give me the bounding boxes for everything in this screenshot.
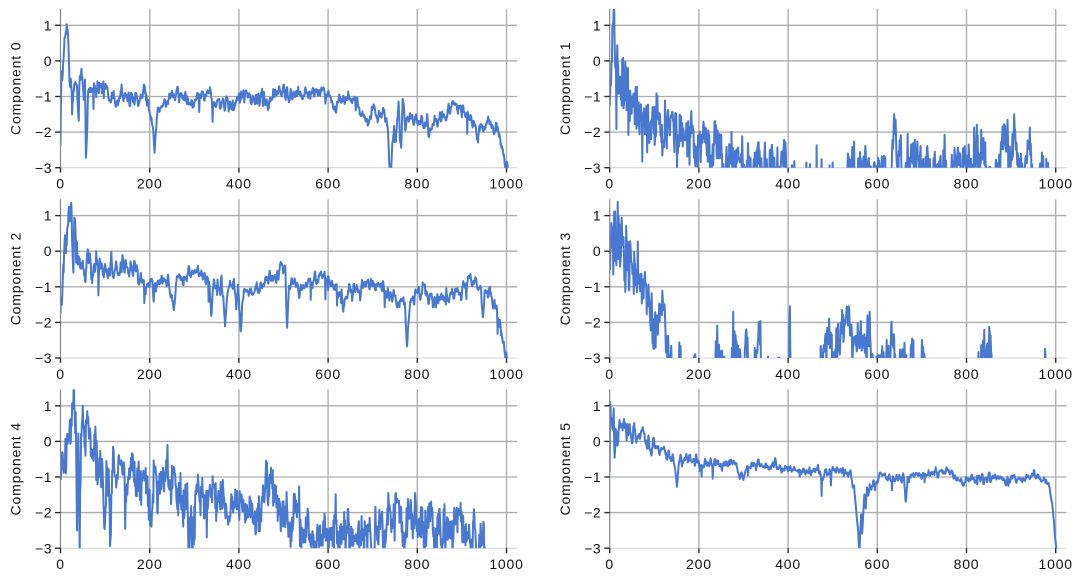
svg-text:1: 1 — [44, 208, 52, 224]
svg-text:Component 3: Component 3 — [557, 232, 573, 325]
svg-text:0: 0 — [593, 243, 601, 259]
svg-text:1000: 1000 — [1039, 366, 1073, 382]
svg-text:0: 0 — [605, 556, 614, 572]
svg-text:800: 800 — [404, 366, 430, 382]
svg-text:−2: −2 — [584, 315, 601, 331]
svg-text:1: 1 — [593, 17, 601, 33]
svg-text:−3: −3 — [584, 540, 601, 556]
svg-text:Component 4: Component 4 — [8, 422, 24, 515]
svg-text:−3: −3 — [35, 350, 52, 366]
svg-text:400: 400 — [775, 556, 801, 572]
svg-text:400: 400 — [775, 176, 801, 192]
svg-text:1: 1 — [593, 208, 601, 224]
svg-text:800: 800 — [404, 176, 430, 192]
svg-text:−1: −1 — [584, 279, 601, 295]
svg-text:800: 800 — [404, 556, 430, 572]
svg-text:Component 2: Component 2 — [8, 232, 24, 325]
svg-text:0: 0 — [56, 366, 65, 382]
svg-text:1000: 1000 — [1039, 176, 1073, 192]
svg-text:−1: −1 — [35, 279, 52, 295]
svg-text:400: 400 — [226, 366, 252, 382]
svg-text:0: 0 — [605, 366, 614, 382]
svg-text:1000: 1000 — [489, 176, 523, 192]
svg-text:−2: −2 — [584, 124, 601, 140]
svg-text:Component 5: Component 5 — [557, 422, 573, 515]
svg-text:400: 400 — [226, 176, 252, 192]
svg-text:1: 1 — [593, 398, 601, 414]
svg-text:800: 800 — [954, 366, 980, 382]
svg-text:200: 200 — [686, 176, 712, 192]
svg-text:800: 800 — [954, 176, 980, 192]
svg-text:−2: −2 — [584, 505, 601, 521]
svg-text:−1: −1 — [35, 89, 52, 105]
svg-text:−1: −1 — [35, 469, 52, 485]
svg-text:600: 600 — [315, 366, 341, 382]
svg-text:−3: −3 — [584, 160, 601, 176]
svg-text:1: 1 — [44, 398, 52, 414]
svg-text:600: 600 — [864, 556, 890, 572]
svg-text:600: 600 — [864, 366, 890, 382]
svg-text:0: 0 — [44, 434, 52, 450]
svg-text:−2: −2 — [35, 315, 52, 331]
svg-text:−3: −3 — [35, 160, 52, 176]
svg-text:1000: 1000 — [1039, 556, 1073, 572]
svg-text:1000: 1000 — [489, 556, 523, 572]
svg-text:600: 600 — [315, 556, 341, 572]
svg-text:200: 200 — [137, 366, 163, 382]
svg-text:−3: −3 — [35, 540, 52, 556]
svg-text:0: 0 — [56, 556, 65, 572]
svg-text:−3: −3 — [584, 350, 601, 366]
svg-text:600: 600 — [315, 176, 341, 192]
svg-text:0: 0 — [44, 243, 52, 259]
svg-text:−2: −2 — [35, 124, 52, 140]
svg-text:600: 600 — [864, 176, 890, 192]
svg-text:−1: −1 — [584, 89, 601, 105]
svg-text:200: 200 — [137, 556, 163, 572]
svg-text:1000: 1000 — [489, 366, 523, 382]
svg-text:0: 0 — [605, 176, 614, 192]
svg-text:800: 800 — [954, 556, 980, 572]
svg-text:0: 0 — [56, 176, 65, 192]
svg-text:200: 200 — [686, 556, 712, 572]
svg-text:400: 400 — [226, 556, 252, 572]
svg-text:0: 0 — [593, 434, 601, 450]
svg-text:Component 0: Component 0 — [8, 42, 24, 135]
svg-text:Component 1: Component 1 — [557, 42, 573, 135]
svg-text:−1: −1 — [584, 469, 601, 485]
svg-text:−2: −2 — [35, 505, 52, 521]
svg-text:200: 200 — [137, 176, 163, 192]
svg-text:1: 1 — [44, 17, 52, 33]
svg-text:200: 200 — [686, 366, 712, 382]
svg-text:0: 0 — [44, 53, 52, 69]
svg-text:0: 0 — [593, 53, 601, 69]
svg-text:400: 400 — [775, 366, 801, 382]
